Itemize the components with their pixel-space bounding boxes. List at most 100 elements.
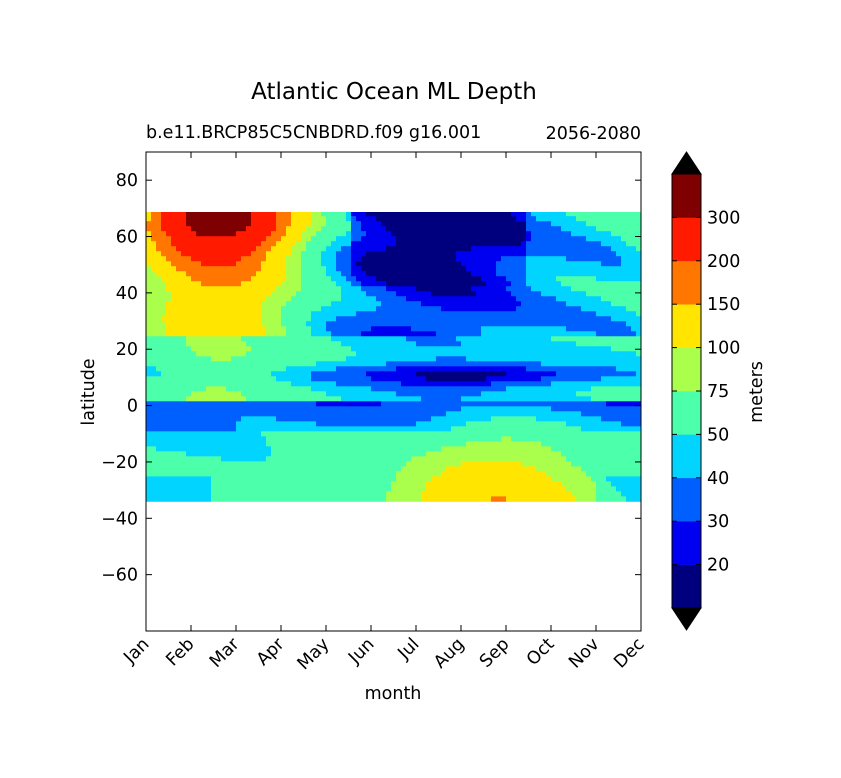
contour-cell <box>466 421 567 427</box>
contour-cell <box>146 426 237 432</box>
contour-cell <box>306 321 327 327</box>
contour-cell <box>611 246 637 252</box>
contour-cell <box>441 306 517 312</box>
contour-cell <box>596 311 637 317</box>
contour-cell <box>351 212 367 217</box>
contour-cell <box>316 401 382 407</box>
contour-cell <box>286 366 337 372</box>
colorbar-swatch <box>672 477 701 522</box>
contour-cell <box>311 221 327 227</box>
contour-cell <box>601 376 641 382</box>
contour-cell <box>326 271 342 277</box>
contour-cell <box>286 326 312 332</box>
contour-cell <box>186 271 257 277</box>
contour-cell <box>166 331 267 337</box>
contour-cell <box>566 486 597 492</box>
contour-cell <box>316 361 387 367</box>
contour-cell <box>166 326 267 332</box>
contour-cell <box>221 456 267 462</box>
contour-cell <box>171 241 262 247</box>
contour-cell <box>146 212 152 217</box>
contour-cell <box>481 331 597 337</box>
contour-cell <box>271 246 292 252</box>
contour-cell <box>391 481 427 487</box>
contour-cell <box>576 391 641 397</box>
colorbar-tick-label: 75 <box>707 382 729 402</box>
contour-cell <box>626 306 641 312</box>
contour-cell <box>256 271 287 277</box>
contour-cell <box>636 311 641 317</box>
contour-cell <box>266 236 282 242</box>
contour-cell <box>146 421 237 427</box>
contour-cell <box>296 241 307 247</box>
contour-cell <box>616 251 641 257</box>
contour-cell <box>146 366 157 372</box>
contour-cell <box>286 276 302 282</box>
contour-cell <box>566 326 632 332</box>
contour-cell <box>396 476 432 482</box>
contour-cell <box>316 421 417 427</box>
contour-cell <box>271 451 427 457</box>
contour-cell <box>431 291 477 297</box>
contour-cell <box>251 251 267 257</box>
contour-cell <box>226 386 312 392</box>
contour-cell <box>526 256 567 262</box>
contour-cell <box>426 486 567 492</box>
contour-cell <box>161 212 187 217</box>
contour-cell <box>526 276 557 282</box>
contour-cell <box>396 471 442 477</box>
contour-cell <box>271 446 442 452</box>
contour-cell <box>586 291 641 297</box>
contour-cell <box>211 491 387 497</box>
contour-cell <box>436 331 482 337</box>
contour-cell <box>356 351 637 357</box>
contour-cell <box>146 261 172 267</box>
contour-cell <box>261 431 641 437</box>
contour-cell <box>146 306 167 312</box>
contour-cell <box>281 321 307 327</box>
contour-cell <box>591 476 607 482</box>
contour-cell <box>146 461 407 467</box>
contour-cell <box>171 261 202 267</box>
contour-cell <box>291 212 312 217</box>
contour-cell <box>146 301 167 307</box>
contour-cell <box>311 386 372 392</box>
contour-cell <box>351 346 612 352</box>
contour-cell <box>246 341 342 347</box>
contour-cell <box>196 231 237 237</box>
contour-cell <box>626 496 641 502</box>
contour-cell <box>406 336 457 342</box>
contour-cell <box>576 216 641 222</box>
contour-cell <box>146 431 262 437</box>
x-tick-label: Jun <box>344 634 378 668</box>
contour-cell <box>191 226 247 232</box>
contour-cell <box>306 246 327 252</box>
x-tick-label: Nov <box>565 634 603 672</box>
contour-cell <box>146 371 162 377</box>
contour-cell <box>351 241 397 247</box>
contour-cell <box>611 481 641 487</box>
contour-cell <box>166 306 262 312</box>
contour-cell <box>311 311 357 317</box>
contour-cell <box>161 216 187 222</box>
contour-cell <box>541 361 641 367</box>
x-tick-label: Jul <box>394 634 424 664</box>
contour-cell <box>581 426 641 432</box>
contour-cell <box>591 386 641 392</box>
contour-cell <box>151 212 162 217</box>
contour-cell <box>266 326 287 332</box>
contour-cell <box>571 461 641 467</box>
contour-cell <box>361 221 382 227</box>
contour-cell <box>321 261 337 267</box>
contour-cell <box>471 286 507 292</box>
contour-cell <box>236 231 272 237</box>
contour-cell <box>456 251 527 257</box>
contour-cell <box>261 306 282 312</box>
contour-cell <box>526 271 641 277</box>
contour-cell <box>311 216 327 222</box>
contour-cell <box>311 316 337 322</box>
contour-cell <box>601 416 641 422</box>
contour-cell <box>266 456 412 462</box>
contour-cell <box>416 341 462 347</box>
contour-cell <box>166 256 192 262</box>
